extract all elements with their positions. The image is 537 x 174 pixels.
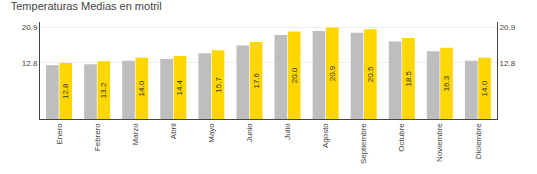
svg-text:Marzo: Marzo — [131, 123, 140, 146]
svg-text:Octubre: Octubre — [397, 123, 406, 152]
svg-text:16.3: 16.3 — [442, 75, 451, 91]
svg-text:Abril: Abril — [169, 123, 178, 139]
svg-text:12.8: 12.8 — [61, 83, 70, 99]
svg-text:Febrero: Febrero — [93, 123, 102, 152]
svg-text:Noviembre: Noviembre — [435, 123, 444, 162]
svg-text:Agosto: Agosto — [321, 123, 330, 148]
svg-text:15.7: 15.7 — [214, 77, 223, 93]
svg-text:13.2: 13.2 — [99, 82, 108, 98]
svg-text:20.0: 20.0 — [290, 67, 299, 83]
svg-text:14.0: 14.0 — [480, 80, 489, 96]
svg-text:12.8: 12.8 — [22, 59, 38, 68]
svg-text:Enero: Enero — [55, 123, 64, 145]
svg-text:14.4: 14.4 — [175, 79, 184, 95]
svg-text:18.5: 18.5 — [404, 70, 413, 86]
svg-text:Temperaturas Medias en motril: Temperaturas Medias en motril — [11, 0, 162, 12]
svg-text:20.5: 20.5 — [366, 66, 375, 82]
svg-text:20.9: 20.9 — [500, 23, 516, 32]
svg-text:Septiembre: Septiembre — [359, 123, 368, 164]
svg-text:14.0: 14.0 — [137, 80, 146, 96]
svg-text:Junio: Junio — [245, 123, 254, 143]
svg-text:Diciembre: Diciembre — [474, 123, 483, 160]
svg-text:20.9: 20.9 — [328, 65, 337, 81]
svg-text:20.9: 20.9 — [22, 23, 38, 32]
svg-text:12.8: 12.8 — [500, 59, 516, 68]
svg-text:Julio: Julio — [283, 123, 292, 140]
svg-text:Mayo: Mayo — [207, 123, 216, 143]
svg-text:17.6: 17.6 — [252, 72, 261, 88]
